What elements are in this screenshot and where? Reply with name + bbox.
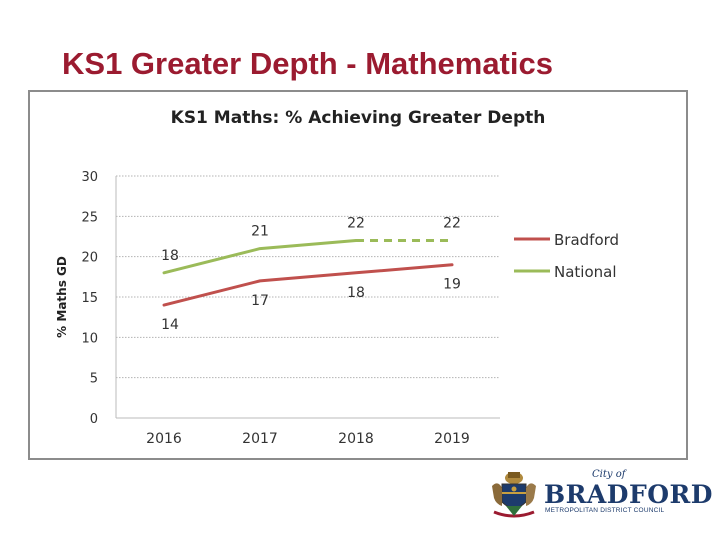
y-axis-label: % Maths GD xyxy=(55,256,69,338)
chart-title: KS1 Maths: % Achieving Greater Depth xyxy=(171,108,546,128)
data-label-bradford: 19 xyxy=(443,277,461,293)
bradford-council-logo: City of BRADFORD METROPOLITAN DISTRICT C… xyxy=(488,466,712,524)
data-label-bradford: 14 xyxy=(161,317,179,333)
chart-frame: KS1 Maths: % Achieving Greater Depth % M… xyxy=(28,90,688,460)
x-tick-label: 2019 xyxy=(434,431,470,447)
legend-label-bradford: Bradford xyxy=(554,231,619,249)
x-tick-label: 2016 xyxy=(146,431,182,447)
data-label-national: 21 xyxy=(251,224,269,240)
data-label-national: 22 xyxy=(443,216,461,232)
y-tick-label: 0 xyxy=(90,412,98,427)
legend: Bradford National xyxy=(514,231,619,281)
x-tick-labels: 2016 2017 2018 2019 xyxy=(146,431,470,447)
series-line-national xyxy=(162,239,358,275)
y-tick-labels: 0 5 10 15 20 25 30 xyxy=(81,170,98,427)
data-label-bradford: 18 xyxy=(347,285,365,301)
y-tick-label: 5 xyxy=(90,372,98,387)
logo-council: METROPOLITAN DISTRICT COUNCIL xyxy=(545,507,665,514)
slide-title: KS1 Greater Depth - Mathematics xyxy=(62,46,553,81)
y-tick-label: 15 xyxy=(81,291,98,306)
logo-city-of: City of xyxy=(592,469,626,480)
x-tick-label: 2017 xyxy=(242,431,278,447)
x-tick-label: 2018 xyxy=(338,431,374,447)
data-labels: 14 17 18 19 18 21 22 22 xyxy=(161,216,461,334)
y-tick-label: 10 xyxy=(81,331,98,346)
y-tick-label: 30 xyxy=(81,170,98,185)
chart: KS1 Maths: % Achieving Greater Depth % M… xyxy=(55,108,619,447)
coat-of-arms-icon xyxy=(492,472,536,518)
y-tick-label: 20 xyxy=(81,251,98,266)
y-tick-label: 25 xyxy=(81,210,98,225)
gridlines xyxy=(115,175,500,419)
data-label-bradford: 17 xyxy=(251,293,269,309)
legend-label-national: National xyxy=(554,263,617,281)
logo-bradford: BRADFORD xyxy=(544,480,713,509)
series-lines xyxy=(162,239,454,307)
data-label-national: 18 xyxy=(161,248,179,264)
series-line-bradford xyxy=(162,263,454,307)
data-label-national: 22 xyxy=(347,216,365,232)
